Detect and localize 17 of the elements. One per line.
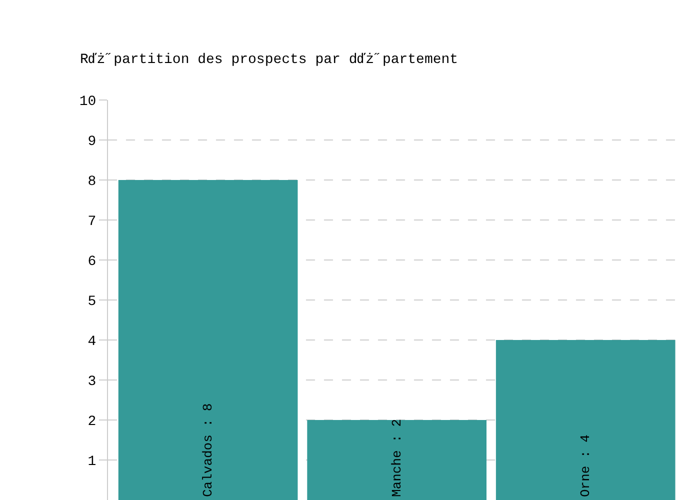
y-tick-label: 2: [88, 414, 96, 430]
y-tick-label: 8: [88, 174, 96, 190]
y-tick-label: 10: [79, 94, 96, 110]
y-tick-label: 4: [88, 334, 96, 350]
bar: [118, 180, 298, 500]
y-tick-label: 5: [88, 294, 96, 310]
bar: [496, 340, 676, 500]
y-tick-label: 1: [88, 454, 96, 470]
data-label: Manche : 2: [389, 418, 404, 497]
y-tick-label: 7: [88, 214, 96, 230]
y-tick-label: 6: [88, 254, 96, 270]
data-label: Calvados : 8: [200, 403, 216, 497]
bar: [307, 420, 486, 500]
y-tick-label: 3: [88, 374, 96, 390]
chart-title: Rďż˝partition des prospects par dďż˝partement: [80, 52, 458, 68]
y-tick-label: 9: [88, 134, 96, 150]
data-label: Orne : 4: [578, 434, 594, 497]
